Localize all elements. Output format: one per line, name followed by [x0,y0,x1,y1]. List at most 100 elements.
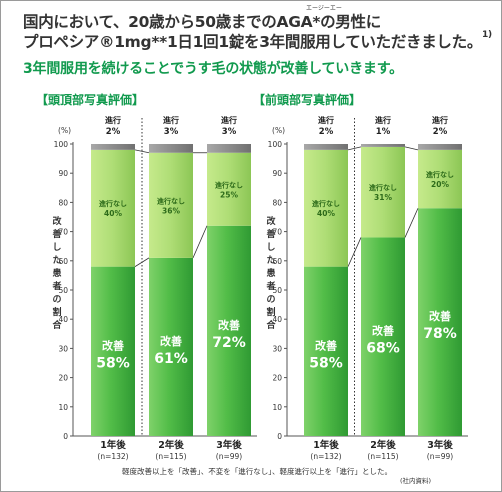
bar-improved [149,257,193,436]
bar-no-progress [149,152,193,258]
improved-label: 改善 [218,318,240,332]
progress-value: 3% [222,127,237,137]
category-label: 3年後 [427,439,453,451]
progress-label: 進行 [163,115,179,125]
improved-label: 改善 [102,338,124,352]
y-tick-label: 0 [277,432,282,441]
improved-value: 61% [154,351,188,367]
y-tick-label: 60 [58,257,68,266]
y-tick-label: 70 [58,228,68,237]
y-tick-label: 10 [58,403,68,412]
progress-value: 2% [433,127,448,137]
bar-improved [91,266,135,436]
y-tick-label: 100 [268,140,283,149]
footnote: 軽度改善以上を「改善」、不変を「進行なし」、軽度進行以上を「進行」とした。 [122,466,392,476]
improved-connector [192,225,208,259]
y-tick-label: 50 [58,286,68,295]
y-tick-label: 100 [54,140,69,149]
progress-connector [134,149,150,154]
improved-label: 改善 [372,324,394,338]
bar-progress [361,144,405,147]
y-unit: (%) [272,126,285,135]
no-progress-label: 進行なし [426,170,454,179]
progress-label: 進行 [221,115,237,125]
sample-size-label: (n=99) [216,452,243,461]
improved-label: 改善 [429,309,451,323]
aga-ruby: エージーエー [306,5,342,12]
y-tick-label: 40 [272,315,282,324]
y-tick-label: 40 [58,315,68,324]
headline-line-2-text: プロペシア®1mg**1日1回1錠を3年間服用していただきました。 [23,33,483,51]
sample-size-label: (n=115) [367,452,398,461]
improved-value: 68% [366,341,400,357]
y-unit: (%) [58,126,71,135]
sample-size-label: (n=115) [155,452,186,461]
y-axis-label: 改善した患者の割合 [51,215,62,331]
progress-value: 3% [164,127,179,137]
category-label: 1年後 [313,439,339,451]
progress-label: 進行 [432,115,448,125]
bar-progress [149,144,193,153]
bar-no-progress [361,146,405,238]
improved-label: 改善 [315,338,337,352]
no-progress-value: 31% [374,193,392,202]
no-progress-label: 進行なし [369,183,397,192]
bar-improved [207,225,251,436]
y-tick-label: 20 [58,374,68,383]
y-tick-label: 90 [272,169,282,178]
no-progress-label: 進行なし [215,180,243,189]
no-progress-value: 25% [220,190,238,199]
panel-title-frontal: 【前頭部写真評価】 [253,92,361,107]
bar-improved [418,208,462,436]
category-label: 2年後 [370,439,396,451]
y-tick-label: 80 [58,198,68,207]
bar-no-progress [304,149,348,267]
bar-no-progress [207,152,251,226]
subtitle: 3年間服用を続けることでうす毛の状態が改善していきます。 [23,61,403,77]
improved-label: 改善 [160,334,182,348]
headline-line-2: プロペシア®1mg**1日1回1錠を3年間服用していただきました。1) [23,30,493,52]
progress-label: 進行 [318,115,334,125]
sample-size-label: (n=132) [97,452,128,461]
no-progress-label: 進行なし [157,196,185,205]
y-tick-label: 10 [272,403,282,412]
improved-connector [134,257,150,267]
progress-label: 進行 [105,115,121,125]
bar-no-progress [91,149,135,267]
progress-connector [347,146,362,151]
improved-value: 72% [212,335,246,351]
y-tick-label: 30 [272,344,282,353]
bar-progress [304,144,348,150]
sample-size-label: (n=132) [310,452,341,461]
y-tick-label: 70 [272,228,282,237]
y-tick-label: 20 [272,374,282,383]
bar-improved [361,237,405,436]
category-label: 1年後 [100,439,126,451]
sample-size-label: (n=99) [427,452,454,461]
y-tick-label: 0 [63,432,68,441]
no-progress-label: 進行なし [312,199,340,208]
category-label: 3年後 [216,439,242,451]
bar-progress [418,144,462,150]
progress-connector [404,146,419,151]
improved-connector [404,208,419,238]
bar-progress [91,144,135,150]
y-axis-label: 改善した患者の割合 [265,215,276,331]
footnote-ref: 1) [482,30,492,40]
no-progress-value: 40% [104,209,122,218]
y-tick-label: 90 [58,169,68,178]
no-progress-value: 40% [317,209,335,218]
panel-title-crown: 【頭頂部写真評価】 [36,92,144,107]
source-note: (社内資料) [400,476,431,485]
y-tick-label: 60 [272,257,282,266]
progress-value: 2% [319,127,334,137]
improved-value: 78% [423,326,457,342]
improved-value: 58% [309,355,343,371]
y-tick-label: 80 [272,198,282,207]
category-label: 2年後 [158,439,184,451]
y-tick-label: 50 [272,286,282,295]
bar-no-progress [418,149,462,209]
